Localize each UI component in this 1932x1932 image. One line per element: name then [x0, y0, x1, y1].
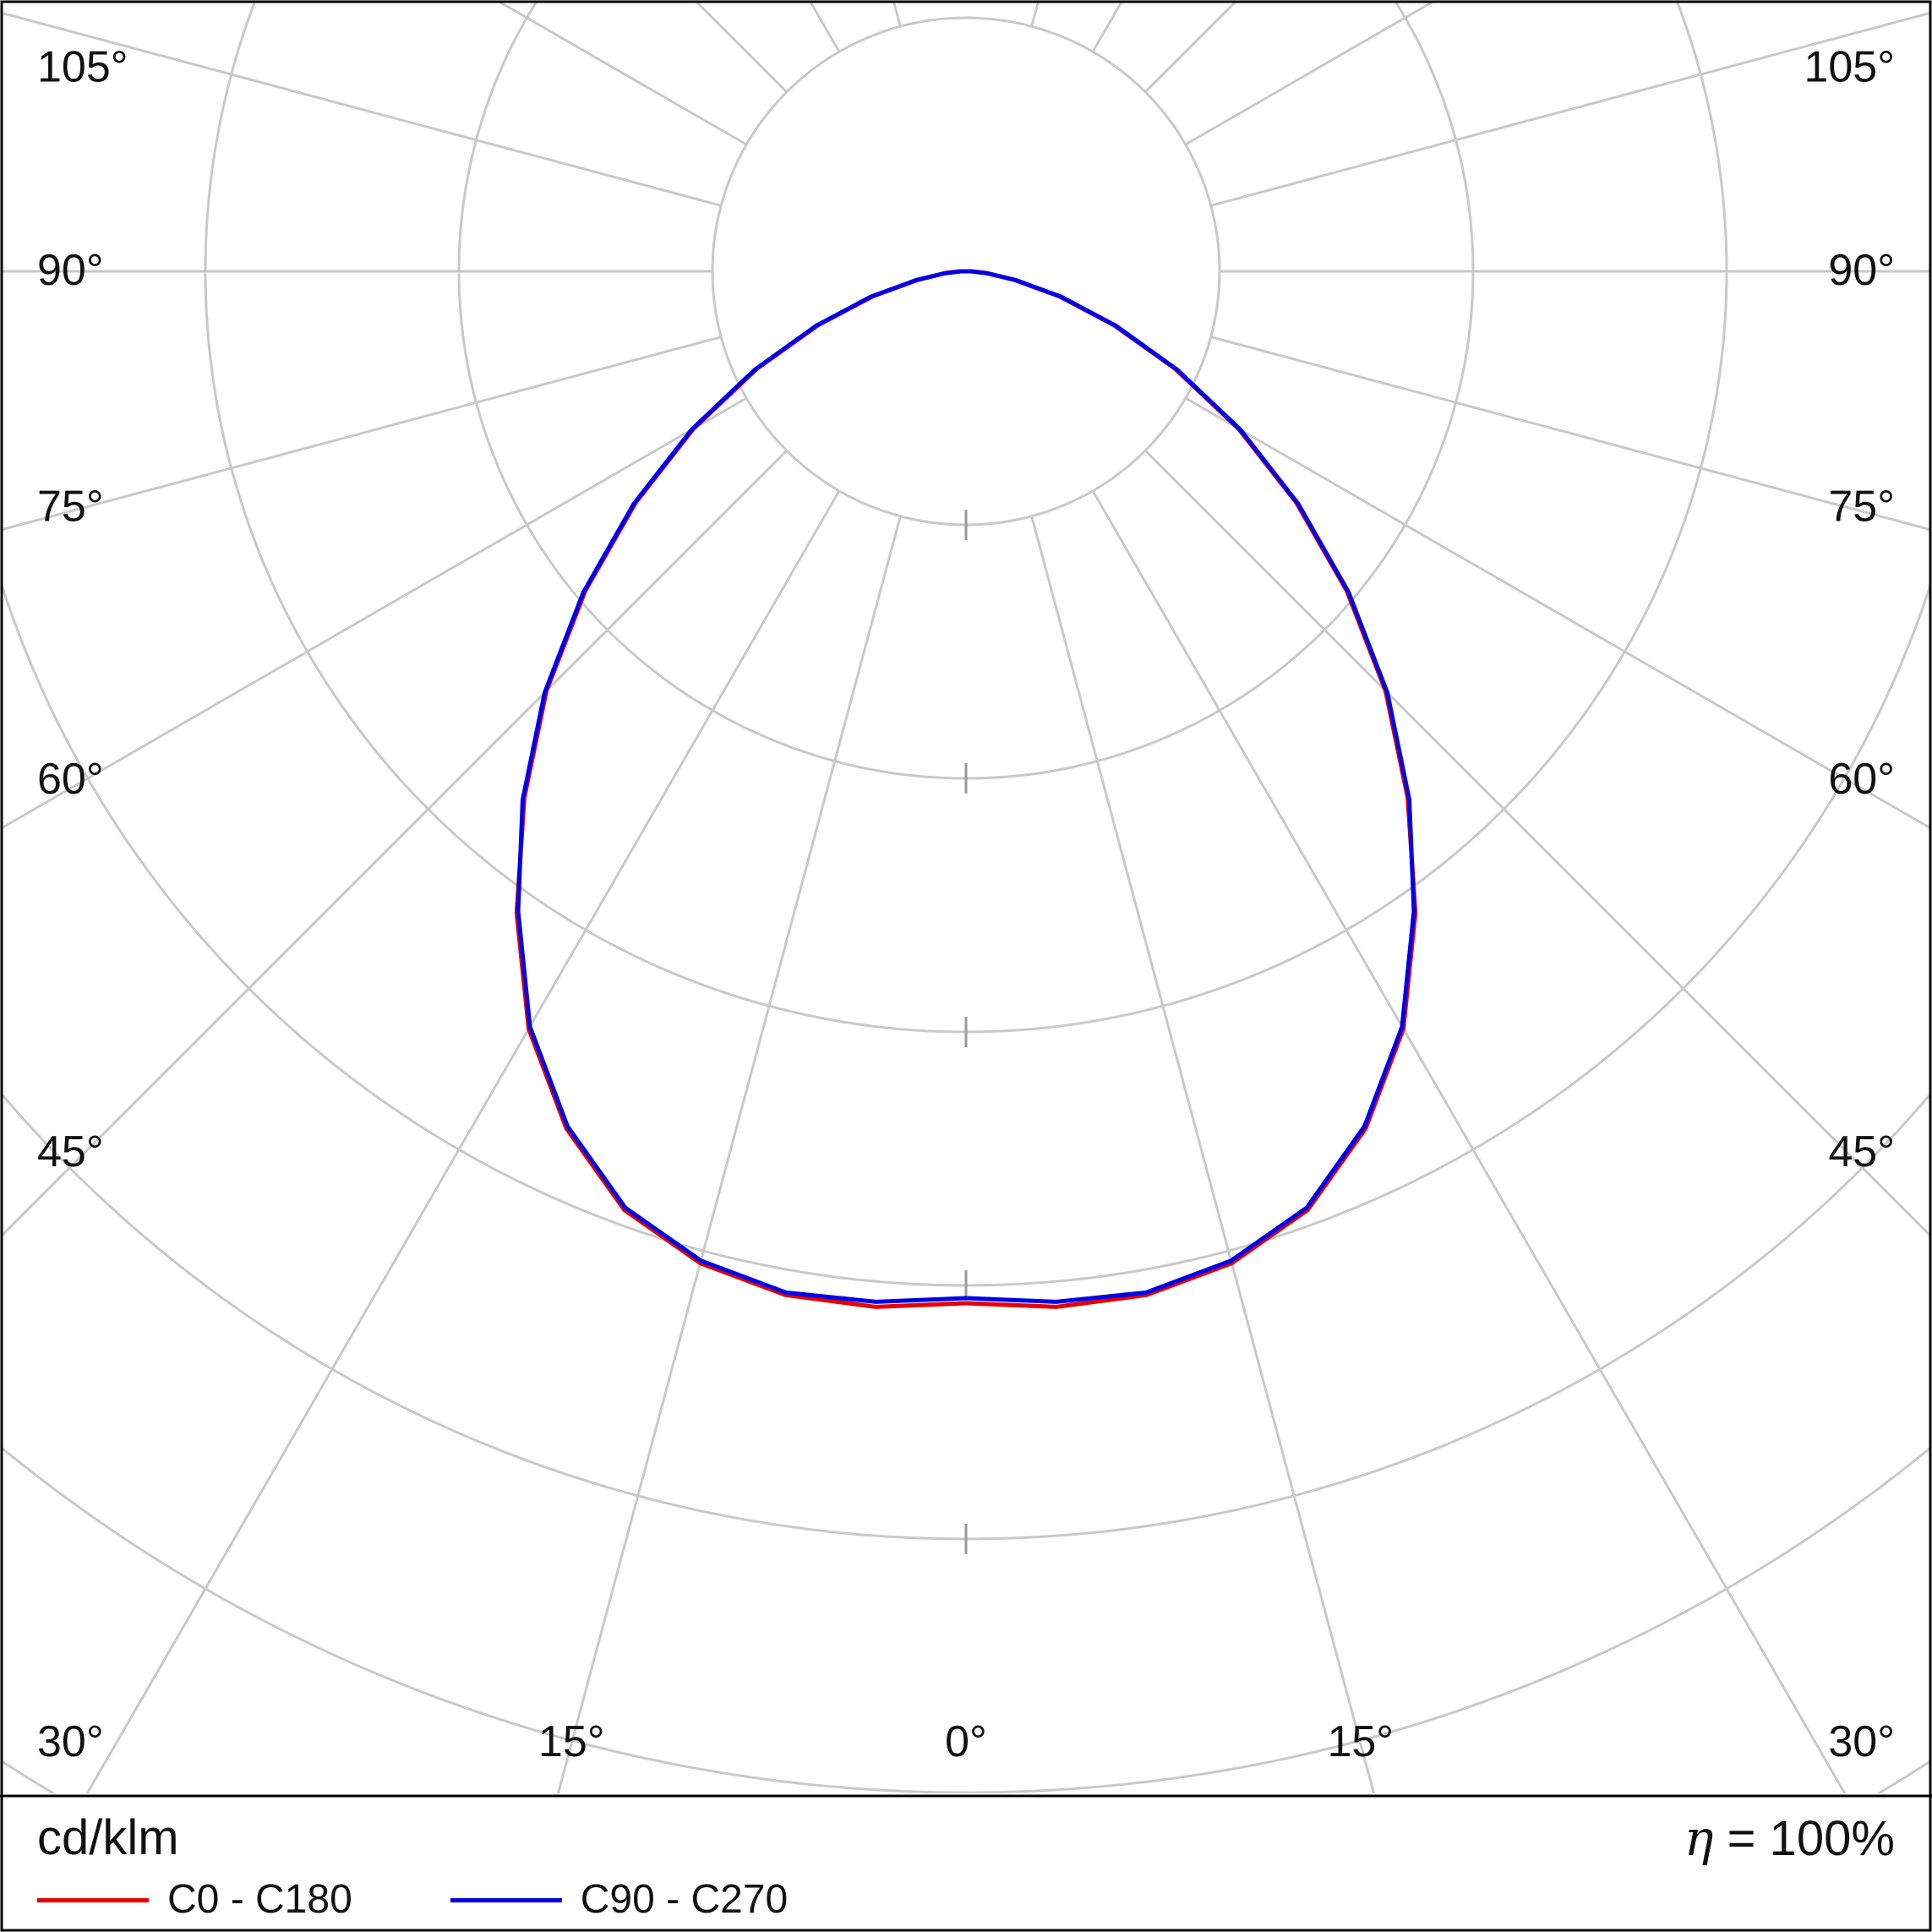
grid-ray — [3, 396, 747, 829]
angle-label: 105° — [1804, 43, 1895, 92]
angle-label: 15° — [538, 1717, 605, 1766]
efficiency-value: = 100% — [1713, 1811, 1895, 1866]
legend-line-sample-c0-c180 — [37, 1897, 149, 1902]
grid-ray — [85, 490, 841, 1793]
grid-ray — [3, 11, 722, 207]
angle-label: 105° — [37, 43, 128, 92]
angle-label: 30° — [37, 1717, 104, 1766]
angle-label: 75° — [1828, 482, 1895, 531]
curve-c90-c270 — [516, 269, 1416, 1304]
grid-circle — [3, 1446, 1929, 1793]
angle-label: 45° — [37, 1127, 104, 1176]
angle-label: 15° — [1327, 1717, 1394, 1766]
angle-label: 0° — [945, 1717, 987, 1766]
legend-line-sample-c90-c270 — [450, 1897, 562, 1902]
legend: C0 - C180 C90 - C270 — [37, 1880, 788, 1920]
grid-ray — [1210, 336, 1929, 532]
angle-label: 60° — [37, 755, 104, 804]
eta-symbol: η — [1684, 1809, 1714, 1867]
grid-ray — [3, 336, 722, 532]
grid-circle — [3, 583, 1929, 1287]
legend-label-c0-c180: C0 - C180 — [167, 1877, 352, 1922]
grid-circle — [457, 3, 1475, 780]
unit-label: cd/klm — [37, 1810, 179, 1865]
angle-label: 45° — [1828, 1127, 1895, 1176]
legend-top-row: cd/klm η = 100% — [37, 1814, 1895, 1864]
angle-label: 60° — [1828, 755, 1895, 804]
angle-label: 90° — [1828, 246, 1895, 295]
angle-label: 75° — [37, 482, 104, 531]
grid-ray — [1144, 450, 1929, 1237]
grid-ray — [3, 450, 788, 1237]
grid-ray — [1210, 11, 1929, 207]
legend-entry-c0-c180: C0 - C180 — [37, 1880, 352, 1920]
legend-label-c90-c270: C90 - C270 — [580, 1877, 789, 1922]
angle-label: 30° — [1828, 1717, 1895, 1766]
angle-labels: 105° 105° 90° 90° 75° 75° 60° 60° 45° 45° 30° 30° 15… — [37, 43, 1895, 1766]
grid-ray — [556, 516, 902, 1793]
legend-entry-c90-c270: C90 - C270 — [450, 1880, 788, 1920]
grid-ray — [1185, 396, 1929, 829]
efficiency-label: η = 100% — [1684, 1814, 1895, 1864]
angle-label: 90° — [37, 246, 104, 295]
grid-ray — [1091, 490, 1847, 1793]
grid-ray — [1030, 516, 1376, 1793]
